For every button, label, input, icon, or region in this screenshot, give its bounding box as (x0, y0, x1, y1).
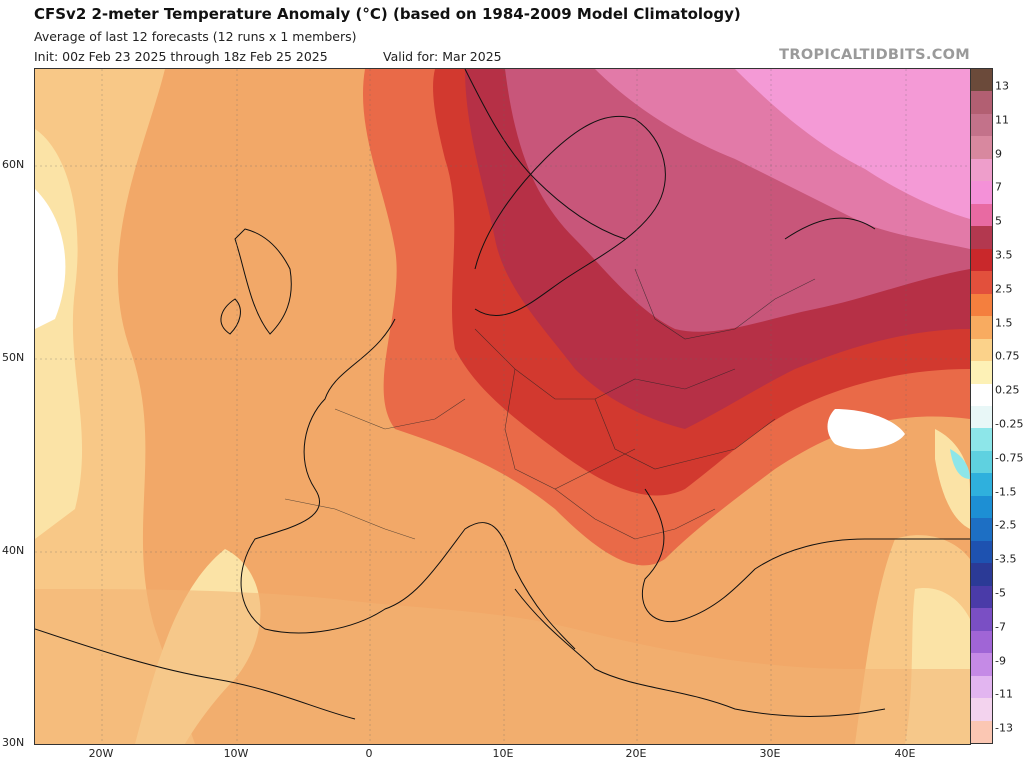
colorbar-swatch (971, 113, 992, 137)
colorbar-swatch (971, 91, 992, 115)
colorbar-tick-label: 1.5 (995, 316, 1013, 330)
colorbar-swatch (971, 406, 992, 429)
colorbar-tick-label: 0.75 (995, 349, 1020, 363)
anomaly-map (34, 68, 971, 745)
colorbar-swatch (971, 226, 992, 250)
colorbar-swatch (971, 540, 992, 564)
lat-label-60n: 60N (2, 158, 25, 171)
colorbar-tick-label: -11 (995, 687, 1013, 701)
colorbar (970, 68, 993, 744)
colorbar-tick-label: -13 (995, 721, 1013, 735)
colorbar-swatch (971, 316, 992, 340)
lat-label-30n: 30N (2, 736, 25, 749)
colorbar-tick-label: 5 (995, 214, 1002, 228)
colorbar-swatch (971, 158, 992, 182)
colorbar-swatch (971, 428, 992, 452)
colorbar-swatch (971, 248, 992, 272)
lon-label-20e: 20E (625, 747, 647, 760)
colorbar-tick-label: -9 (995, 654, 1006, 668)
anomaly-map-graphic (35, 69, 970, 744)
lat-label-50n: 50N (2, 351, 25, 364)
colorbar-tick-label: 13 (995, 79, 1009, 93)
colorbar-swatch (971, 203, 992, 227)
colorbar-swatch (971, 69, 992, 92)
colorbar-swatch (971, 675, 992, 699)
colorbar-swatch (971, 585, 992, 609)
colorbar-tick-label: -0.25 (995, 417, 1024, 431)
colorbar-swatch (971, 293, 992, 317)
lat-label-40n: 40N (2, 544, 25, 557)
colorbar-swatch (971, 383, 992, 407)
colorbar-swatch (971, 271, 992, 295)
site-watermark: TROPICALTIDBITS.COM (779, 47, 970, 63)
colorbar-tick-label: -5 (995, 586, 1006, 600)
colorbar-swatch (971, 653, 992, 677)
colorbar-tick-label: 11 (995, 113, 1009, 127)
colorbar-tick-label: -3.5 (995, 552, 1017, 566)
lon-label-40e: 40E (894, 747, 916, 760)
lon-label-30e: 30E (759, 747, 781, 760)
colorbar-tick-label: 3.5 (995, 248, 1013, 262)
colorbar-tick-label: -0.75 (995, 451, 1024, 465)
colorbar-swatch (971, 450, 992, 474)
colorbar-swatch (971, 630, 992, 654)
colorbar-tick-label: -1.5 (995, 485, 1017, 499)
colorbar-swatch (971, 338, 992, 362)
colorbar-swatch (971, 563, 992, 587)
colorbar-swatch (971, 608, 992, 632)
init-time: Init: 00z Feb 23 2025 through 18z Feb 25… (34, 49, 328, 64)
colorbar-tick-label: 2.5 (995, 282, 1013, 296)
colorbar-swatch (971, 181, 992, 205)
colorbar-swatch (971, 473, 992, 497)
colorbar-swatch (971, 361, 992, 385)
lon-label-10e: 10E (492, 747, 514, 760)
colorbar-tick-label: -2.5 (995, 518, 1017, 532)
colorbar-swatch (971, 698, 992, 722)
valid-time: Valid for: Mar 2025 (383, 49, 502, 64)
chart-subtitle: Average of last 12 forecasts (12 runs x … (34, 29, 357, 44)
lon-label-0: 0 (365, 747, 373, 760)
colorbar-tick-label: -7 (995, 620, 1006, 634)
colorbar-swatch (971, 720, 992, 744)
colorbar-swatch (971, 136, 992, 160)
colorbar-tick-label: 9 (995, 147, 1002, 161)
lon-label-10w: 10W (223, 747, 249, 760)
colorbar-tick-label: 7 (995, 180, 1002, 194)
colorbar-tick-label: 0.25 (995, 383, 1020, 397)
chart-title: CFSv2 2-meter Temperature Anomaly (°C) (… (34, 5, 741, 23)
colorbar-swatch (971, 495, 992, 519)
colorbar-swatch (971, 518, 992, 542)
lon-label-20w: 20W (88, 747, 114, 760)
